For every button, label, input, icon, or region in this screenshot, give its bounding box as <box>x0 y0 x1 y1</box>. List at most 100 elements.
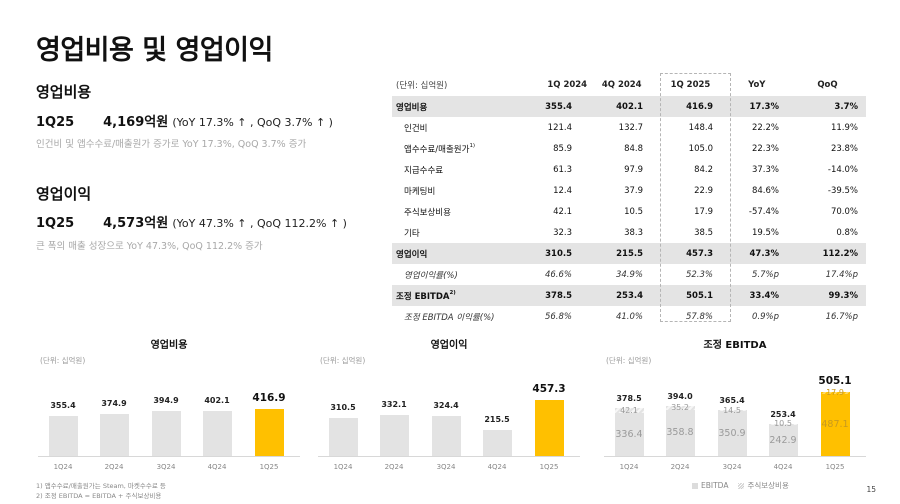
table-cell: 57.8% <box>685 311 713 322</box>
x-tick-label: 1Q25 <box>825 463 845 471</box>
table-cell: 22.3% <box>751 143 779 154</box>
footnote-1: 1) 앱수수료/매출원가는 Steam, 마켓수수료 등 <box>36 482 166 490</box>
segment-label: 35.2 <box>671 403 689 413</box>
table-cell: 19.5% <box>751 227 779 238</box>
chart-baseline <box>604 456 866 457</box>
x-tick-label: 3Q24 <box>436 463 456 471</box>
table-cell: 105.0 <box>688 143 713 154</box>
bar <box>48 415 78 456</box>
row-label: 주식보상비용 <box>404 207 451 218</box>
table-row: 영업이익 310.5 215.5 457.3 47.3% 112.2% <box>392 243 866 264</box>
bar <box>379 415 409 456</box>
bar-ebitda <box>768 425 798 456</box>
x-tick-label: 1Q25 <box>539 463 559 471</box>
table-cell: 38.5 <box>694 227 713 238</box>
table-cell: 85.9 <box>553 143 572 154</box>
bar-stock-comp <box>665 405 695 411</box>
segment-label: 358.8 <box>666 427 694 439</box>
bar-total-label: 505.1 <box>818 374 852 387</box>
bar <box>534 400 564 456</box>
bar-stock-comp <box>820 391 850 395</box>
chart-title: 조정 EBITDA <box>703 340 767 351</box>
table-cell: 46.6% <box>544 269 572 280</box>
chart-unit: (단위: 십억원) <box>40 356 86 365</box>
footnote-ref: 2) <box>449 289 456 296</box>
table-cell: 148.4 <box>688 122 713 133</box>
table-cell: 70.0% <box>830 206 858 217</box>
opex-value: 4,169억원 <box>103 115 169 130</box>
legend-swatch-solid-icon <box>692 483 698 489</box>
row-label: 마케팅비 <box>404 186 436 197</box>
chart-unit: (단위: 십억원) <box>606 356 652 365</box>
table-cell: 378.5 <box>545 290 572 301</box>
table-unit: (단위: 십억원) <box>396 81 448 91</box>
segment-label: 336.4 <box>615 428 643 440</box>
bar-total-label: 394.0 <box>667 391 693 401</box>
chart-unit: (단위: 십억원) <box>320 356 366 365</box>
table-cell: 215.5 <box>616 248 643 259</box>
opex-chart: 영업비용 (단위: 십억원) 1Q24 355.4 2Q24 374.9 3Q24 394… <box>38 336 300 471</box>
table-header-row: (단위: 십억원) 1Q 2024 4Q 2024 1Q 2025 YoY Qo… <box>392 74 866 96</box>
bar <box>99 413 129 456</box>
table-row: 주식보상비용 42.1 10.5 17.9 -57.4% 70.0% <box>392 201 866 222</box>
table-cell: -14.0% <box>827 164 858 175</box>
bar <box>254 408 284 456</box>
bar-total-label: 378.5 <box>616 393 642 403</box>
bar-stock-comp <box>717 409 747 412</box>
x-tick-label: 4Q24 <box>207 463 227 471</box>
col-header: YoY <box>748 80 766 90</box>
row-label: 조정 EBITDA 이익률(%) <box>404 312 495 323</box>
table-cell: 52.3% <box>685 269 713 280</box>
table-cell: 32.3 <box>553 227 572 238</box>
table-cell: 16.7%p <box>825 311 858 322</box>
bar <box>202 410 232 456</box>
table-cell: 47.3% <box>749 248 780 259</box>
table-row: 앱수수료/매출원가1) 85.9 84.8 105.0 22.3% 23.8% <box>392 138 866 159</box>
table-cell: 61.3 <box>553 164 572 175</box>
bar-ebitda <box>717 411 747 456</box>
page-title: 영업비용 및 영업이익 <box>36 35 273 66</box>
segment-label: 42.1 <box>620 405 638 415</box>
opex-kpi: 1Q25 4,169억원 (YoY 17.3% ↑ , QoQ 3.7% ↑ ) <box>36 111 333 130</box>
segment-label: 17.9 <box>826 388 844 397</box>
table-cell: 37.3% <box>751 164 779 175</box>
table-cell: 10.5 <box>624 206 643 217</box>
bar-ebitda <box>820 394 850 456</box>
table-cell: 97.9 <box>624 164 643 175</box>
table-cell: 84.2 <box>694 164 713 175</box>
table-row: 인건비 121.4 132.7 148.4 22.2% 11.9% <box>392 117 866 138</box>
bar-value-label: 310.5 <box>330 403 356 413</box>
table-cell: 34.9% <box>615 269 643 280</box>
col-header: 4Q 2024 <box>601 80 642 90</box>
table-cell: 41.0% <box>615 311 643 322</box>
table-cell: 12.4 <box>553 185 572 196</box>
table-cell: 5.7%p <box>752 269 779 280</box>
table-cell: 402.1 <box>616 101 643 112</box>
table-cell: -57.4% <box>748 206 779 217</box>
table-cell: 253.4 <box>616 290 643 301</box>
bar <box>328 418 358 456</box>
chart-title: 영업비용 <box>150 340 188 351</box>
bar <box>431 416 461 456</box>
table-cell: 23.8% <box>830 143 858 154</box>
legend-item-stock-comp: 주식보상비용 <box>738 480 789 491</box>
bar <box>151 411 181 456</box>
bar-total-label: 253.4 <box>770 409 796 419</box>
op-income-quarter: 1Q25 <box>36 216 75 231</box>
table-cell: 37.9 <box>624 185 643 196</box>
op-income-value: 4,573억원 <box>103 216 169 231</box>
table-cell: 457.3 <box>686 248 713 259</box>
footnotes: 1) 앱수수료/매출원가는 Steam, 마켓수수료 등 2) 조정 EBITD… <box>36 481 166 501</box>
bar-value-label: 394.9 <box>153 396 179 406</box>
table-row: 조정 EBITDA 이익률(%) 56.8% 41.0% 57.8% 0.9%p 16.7… <box>392 306 866 327</box>
bar-value-label: 457.3 <box>532 383 566 396</box>
table-cell: 84.8 <box>624 143 643 154</box>
table-cell: 3.7% <box>834 101 858 112</box>
bar-value-label: 402.1 <box>204 395 230 405</box>
bar-value-label: 324.4 <box>433 401 459 411</box>
legend-swatch-hatched-icon <box>738 483 745 489</box>
op-income-note: 큰 폭의 매출 성장으로 YoY 47.3%, QoQ 112.2% 증가 <box>36 241 263 252</box>
table-cell: 132.7 <box>618 122 643 133</box>
x-tick-label: 1Q24 <box>333 463 353 471</box>
table-row: 조정 EBITDA2) 378.5 253.4 505.1 33.4% 99.3% <box>392 285 866 306</box>
